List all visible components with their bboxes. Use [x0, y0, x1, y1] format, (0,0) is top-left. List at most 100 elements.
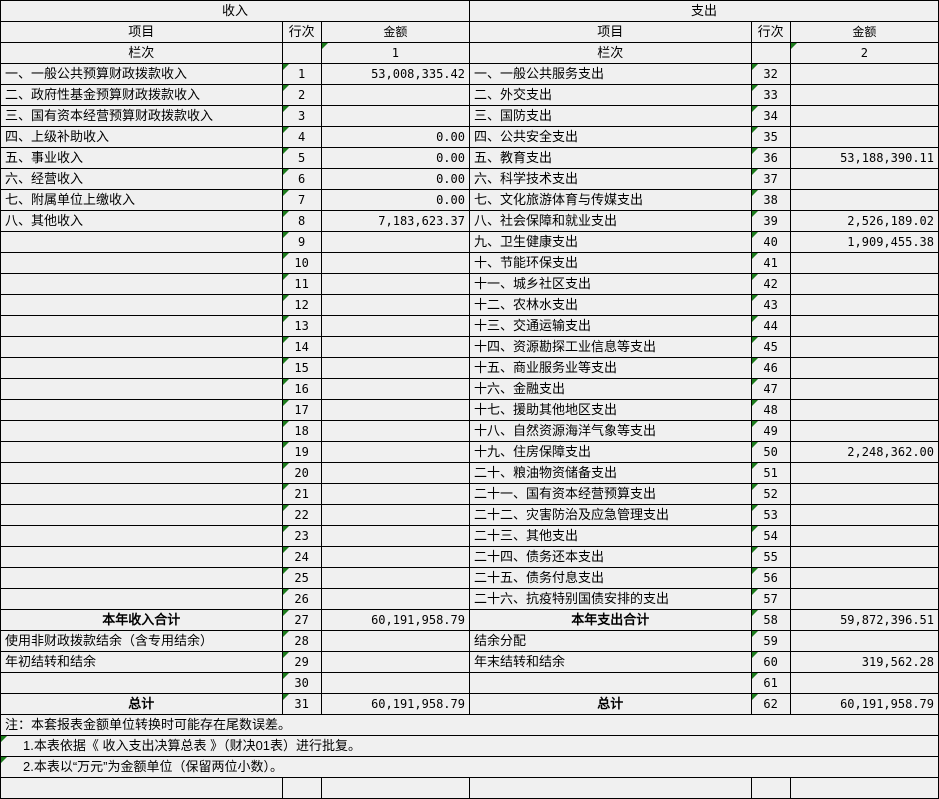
income-item-26[interactable]	[0, 588, 283, 610]
income-amount-26[interactable]	[320, 588, 470, 610]
income-item-27[interactable]: 本年收入合计	[0, 609, 283, 631]
expense-item-54[interactable]: 二十三、其他支出	[468, 525, 752, 547]
income-amount-29[interactable]	[320, 651, 470, 673]
income-line-no-19[interactable]: 19	[281, 441, 322, 463]
expense-item-35[interactable]: 四、公共安全支出	[468, 126, 752, 148]
expense-line-no-40[interactable]: 40	[750, 231, 791, 253]
income-item-1[interactable]: 一、一般公共预算财政拨款收入	[0, 63, 283, 85]
income-line-no-14[interactable]: 14	[281, 336, 322, 358]
expense-item-49[interactable]: 十八、自然资源海洋气象等支出	[468, 420, 752, 442]
expense-item-61[interactable]	[468, 672, 752, 694]
income-line-no-17[interactable]: 17	[281, 399, 322, 421]
expense-item-55[interactable]: 二十四、债务还本支出	[468, 546, 752, 568]
expense-item-39[interactable]: 八、社会保障和就业支出	[468, 210, 752, 232]
expense-amount-40[interactable]: 1,909,455.38	[789, 231, 939, 253]
income-item-5[interactable]: 五、事业收入	[0, 147, 283, 169]
income-item-4[interactable]: 四、上级补助收入	[0, 126, 283, 148]
expense-amount-42[interactable]	[789, 273, 939, 295]
income-item-20[interactable]	[0, 462, 283, 484]
income-item-24[interactable]	[0, 546, 283, 568]
expense-item-32[interactable]: 一、一般公共服务支出	[468, 63, 752, 85]
income-line-no-26[interactable]: 26	[281, 588, 322, 610]
expense-line-no-57[interactable]: 57	[750, 588, 791, 610]
expense-line-no-43[interactable]: 43	[750, 294, 791, 316]
expense-item-53[interactable]: 二十二、灾害防治及应急管理支出	[468, 504, 752, 526]
income-amount-24[interactable]	[320, 546, 470, 568]
income-line-no-24[interactable]: 24	[281, 546, 322, 568]
income-item-2[interactable]: 二、政府性基金预算财政拨款收入	[0, 84, 283, 106]
expense-amount-58[interactable]: 59,872,396.51	[789, 609, 939, 631]
expense-line-no-41[interactable]: 41	[750, 252, 791, 274]
expense-amount-55[interactable]	[789, 546, 939, 568]
expense-line-no-35[interactable]: 35	[750, 126, 791, 148]
income-item-17[interactable]	[0, 399, 283, 421]
expense-line-no-34[interactable]: 34	[750, 105, 791, 127]
expense-amount-56[interactable]	[789, 567, 939, 589]
income-item-7[interactable]: 七、附属单位上缴收入	[0, 189, 283, 211]
expense-amount-52[interactable]	[789, 483, 939, 505]
expense-amount-46[interactable]	[789, 357, 939, 379]
income-amount-15[interactable]	[320, 357, 470, 379]
income-line-no-28[interactable]: 28	[281, 630, 322, 652]
income-line-no-6[interactable]: 6	[281, 168, 322, 190]
expense-line-no-44[interactable]: 44	[750, 315, 791, 337]
expense-amount-50[interactable]: 2,248,362.00	[789, 441, 939, 463]
income-amount-12[interactable]	[320, 294, 470, 316]
expense-item-37[interactable]: 六、科学技术支出	[468, 168, 752, 190]
expense-line-no-56[interactable]: 56	[750, 567, 791, 589]
income-amount-28[interactable]	[320, 630, 470, 652]
income-amount-3[interactable]	[320, 105, 470, 127]
income-line-no-29[interactable]: 29	[281, 651, 322, 673]
expense-line-no-49[interactable]: 49	[750, 420, 791, 442]
expense-item-42[interactable]: 十一、城乡社区支出	[468, 273, 752, 295]
income-amount-17[interactable]	[320, 399, 470, 421]
expense-line-no-52[interactable]: 52	[750, 483, 791, 505]
income-item-3[interactable]: 三、国有资本经营预算财政拨款收入	[0, 105, 283, 127]
income-amount-14[interactable]	[320, 336, 470, 358]
expense-amount-61[interactable]	[789, 672, 939, 694]
expense-amount-43[interactable]	[789, 294, 939, 316]
income-line-no-23[interactable]: 23	[281, 525, 322, 547]
expense-line-no-50[interactable]: 50	[750, 441, 791, 463]
income-item-10[interactable]	[0, 252, 283, 274]
income-item-6[interactable]: 六、经营收入	[0, 168, 283, 190]
income-line-no-7[interactable]: 7	[281, 189, 322, 211]
income-item-18[interactable]	[0, 420, 283, 442]
income-amount-31[interactable]: 60,191,958.79	[320, 693, 470, 715]
income-line-no-8[interactable]: 8	[281, 210, 322, 232]
expense-line-no-45[interactable]: 45	[750, 336, 791, 358]
income-line-no-25[interactable]: 25	[281, 567, 322, 589]
income-amount-18[interactable]	[320, 420, 470, 442]
income-amount-2[interactable]	[320, 84, 470, 106]
expense-amount-36[interactable]: 53,188,390.11	[789, 147, 939, 169]
income-line-no-30[interactable]: 30	[281, 672, 322, 694]
expense-line-no-53[interactable]: 53	[750, 504, 791, 526]
income-amount-23[interactable]	[320, 525, 470, 547]
income-amount-9[interactable]	[320, 231, 470, 253]
income-amount-25[interactable]	[320, 567, 470, 589]
income-line-no-5[interactable]: 5	[281, 147, 322, 169]
income-amount-8[interactable]: 7,183,623.37	[320, 210, 470, 232]
expense-amount-51[interactable]	[789, 462, 939, 484]
expense-item-58[interactable]: 本年支出合计	[468, 609, 752, 631]
expense-line-no-58[interactable]: 58	[750, 609, 791, 631]
expense-item-33[interactable]: 二、外交支出	[468, 84, 752, 106]
income-item-31[interactable]: 总计	[0, 693, 283, 715]
expense-item-44[interactable]: 十三、交通运输支出	[468, 315, 752, 337]
expense-item-50[interactable]: 十九、住房保障支出	[468, 441, 752, 463]
expense-line-no-61[interactable]: 61	[750, 672, 791, 694]
income-item-22[interactable]	[0, 504, 283, 526]
expense-item-59[interactable]: 结余分配	[468, 630, 752, 652]
expense-amount-62[interactable]: 60,191,958.79	[789, 693, 939, 715]
expense-amount-53[interactable]	[789, 504, 939, 526]
expense-amount-45[interactable]	[789, 336, 939, 358]
income-amount-21[interactable]	[320, 483, 470, 505]
expense-item-57[interactable]: 二十六、抗疫特别国债安排的支出	[468, 588, 752, 610]
expense-item-46[interactable]: 十五、商业服务业等支出	[468, 357, 752, 379]
expense-item-56[interactable]: 二十五、债务付息支出	[468, 567, 752, 589]
expense-amount-41[interactable]	[789, 252, 939, 274]
income-line-no-11[interactable]: 11	[281, 273, 322, 295]
income-item-28[interactable]: 使用非财政拨款结余（含专用结余）	[0, 630, 283, 652]
income-amount-5[interactable]: 0.00	[320, 147, 470, 169]
income-amount-20[interactable]	[320, 462, 470, 484]
